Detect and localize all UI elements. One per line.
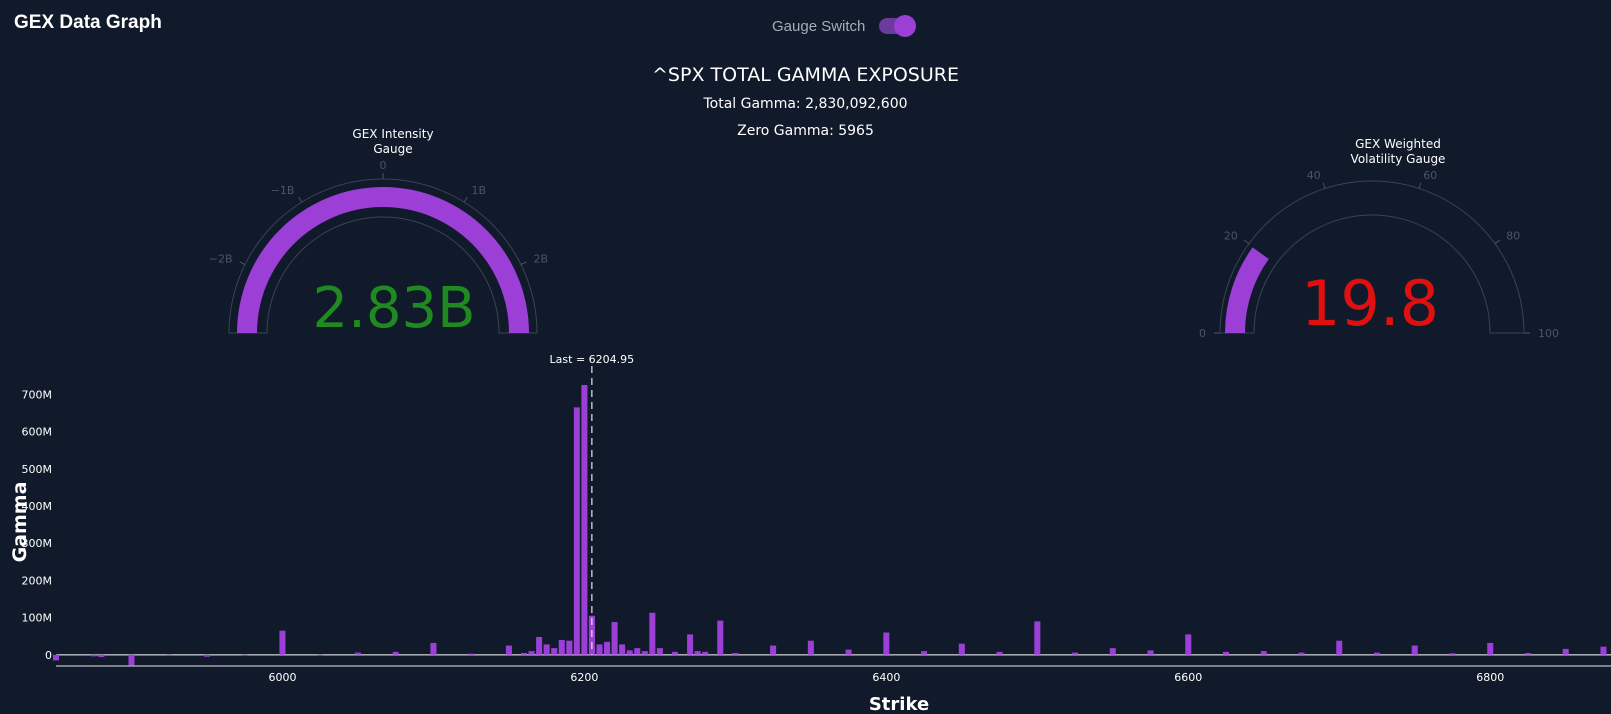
gamma-bar <box>1524 652 1531 655</box>
gamma-bar <box>317 654 324 656</box>
gamma-bar <box>128 654 135 666</box>
gamma-bar <box>468 653 475 655</box>
y-tick-label: 600M <box>22 426 53 439</box>
gamma-bar <box>203 654 210 657</box>
x-axis-label: Strike <box>869 694 929 714</box>
gamma-bar <box>1109 648 1116 655</box>
gamma-bar <box>1298 652 1305 655</box>
chart-title: ^SPX TOTAL GAMMA EXPOSURE <box>652 64 959 86</box>
gamma-bar <box>619 644 626 655</box>
y-tick-label: 300M <box>22 537 53 550</box>
zero-gamma-text: Zero Gamma: 5965 <box>737 123 874 139</box>
y-tick-label: 400M <box>22 500 53 513</box>
gamma-bar <box>392 651 399 655</box>
gamma-bar <box>543 644 550 655</box>
x-tick-label: 6000 <box>268 671 296 684</box>
gamma-bar <box>528 651 535 655</box>
gamma-bar <box>1562 648 1569 655</box>
gamma-bar <box>430 642 437 655</box>
gamma-bar <box>687 634 694 655</box>
gamma-bar <box>770 645 777 655</box>
gamma-bar <box>717 620 724 655</box>
gamma-bar <box>558 639 565 655</box>
total-gamma-text: Total Gamma: 2,830,092,600 <box>703 96 908 112</box>
gamma-bar <box>1411 645 1418 655</box>
gamma-bar <box>52 654 60 661</box>
y-axis-label: Gamma <box>9 482 31 563</box>
volatility-gauge-title: GEX Weighted Volatility Gauge <box>1328 137 1468 167</box>
gamma-bar <box>732 652 739 655</box>
intensity-gauge-title: GEX Intensity Gauge <box>343 127 443 157</box>
y-tick-label: 100M <box>22 612 53 625</box>
gamma-bar <box>611 622 618 655</box>
x-tick-label: 6200 <box>570 671 598 684</box>
gamma-bar <box>1449 653 1456 655</box>
gamma-bar <box>634 648 641 655</box>
gamma-bar <box>1487 642 1494 655</box>
gamma-bar <box>702 651 709 655</box>
gamma-bar <box>604 641 611 655</box>
gamma-bar <box>581 385 588 655</box>
gamma-bar <box>566 640 573 655</box>
gamma-bar <box>958 643 965 655</box>
gamma-bar <box>1072 652 1079 655</box>
gamma-bar <box>656 648 663 655</box>
volatility-gauge-title-line1: GEX Weighted <box>1355 137 1441 151</box>
gamma-bar <box>626 650 633 655</box>
y-tick-label: 0 <box>45 649 52 662</box>
gamma-bar <box>1336 640 1343 655</box>
y-axis: 0 100M 200M 300M 400M 500M 600M 700M <box>22 388 1611 662</box>
gauge-switch[interactable]: Gauge Switch <box>772 14 917 38</box>
last-price-label: Last = 6204.95 <box>550 353 635 366</box>
gamma-bar <box>505 645 512 655</box>
y-tick-label: 200M <box>22 574 53 587</box>
gamma-bar <box>694 651 701 655</box>
gamma-bar <box>649 612 656 655</box>
gamma-bar <box>1185 634 1192 655</box>
gamma-bar <box>1034 621 1041 655</box>
gamma-bar <box>573 407 580 655</box>
intensity-gauge-title-line1: GEX Intensity <box>352 127 434 141</box>
gamma-bar <box>1223 651 1230 655</box>
x-tick-label: 6600 <box>1174 671 1202 684</box>
gamma-bar <box>536 636 543 655</box>
y-tick-label: 500M <box>22 463 53 476</box>
gauge-switch-label: Gauge Switch <box>772 17 866 35</box>
gamma-bar <box>1600 646 1607 655</box>
gamma-bar <box>166 654 173 656</box>
gamma-bar <box>520 652 528 655</box>
gamma-bar <box>1260 651 1267 655</box>
gamma-bar <box>921 651 928 655</box>
x-axis: 6000 6200 6400 6600 6800 <box>56 665 1611 684</box>
gamma-bar <box>807 640 814 655</box>
gamma-bar <box>1373 652 1381 655</box>
app-title: GEX Data Graph <box>14 12 162 33</box>
bar-series <box>52 385 1607 666</box>
gauge-switch-knob[interactable] <box>894 15 917 37</box>
gamma-bar <box>90 654 97 657</box>
gamma-bar <box>354 652 361 655</box>
last-price-marker: Last = 6204.95 <box>550 353 635 655</box>
gamma-bar <box>241 654 248 656</box>
gamma-bar <box>845 649 852 655</box>
gamma-bar <box>279 630 286 655</box>
intensity-gauge-title-line2: Gauge <box>373 142 413 156</box>
gauge-switch-track[interactable] <box>879 15 917 37</box>
volatility-gauge-title-line2: Volatility Gauge <box>1350 152 1446 166</box>
gamma-bar <box>596 644 603 655</box>
gamma-bar <box>883 632 890 655</box>
gamma-bar <box>641 651 648 655</box>
gamma-bar <box>1147 650 1154 655</box>
x-tick-label: 6800 <box>1476 671 1504 684</box>
gamma-bar <box>996 651 1003 655</box>
gamma-bar <box>671 651 678 655</box>
x-tick-label: 6400 <box>872 671 900 684</box>
gamma-bar <box>551 648 558 655</box>
y-tick-label: 700M <box>22 388 53 401</box>
gamma-bar <box>98 654 105 658</box>
